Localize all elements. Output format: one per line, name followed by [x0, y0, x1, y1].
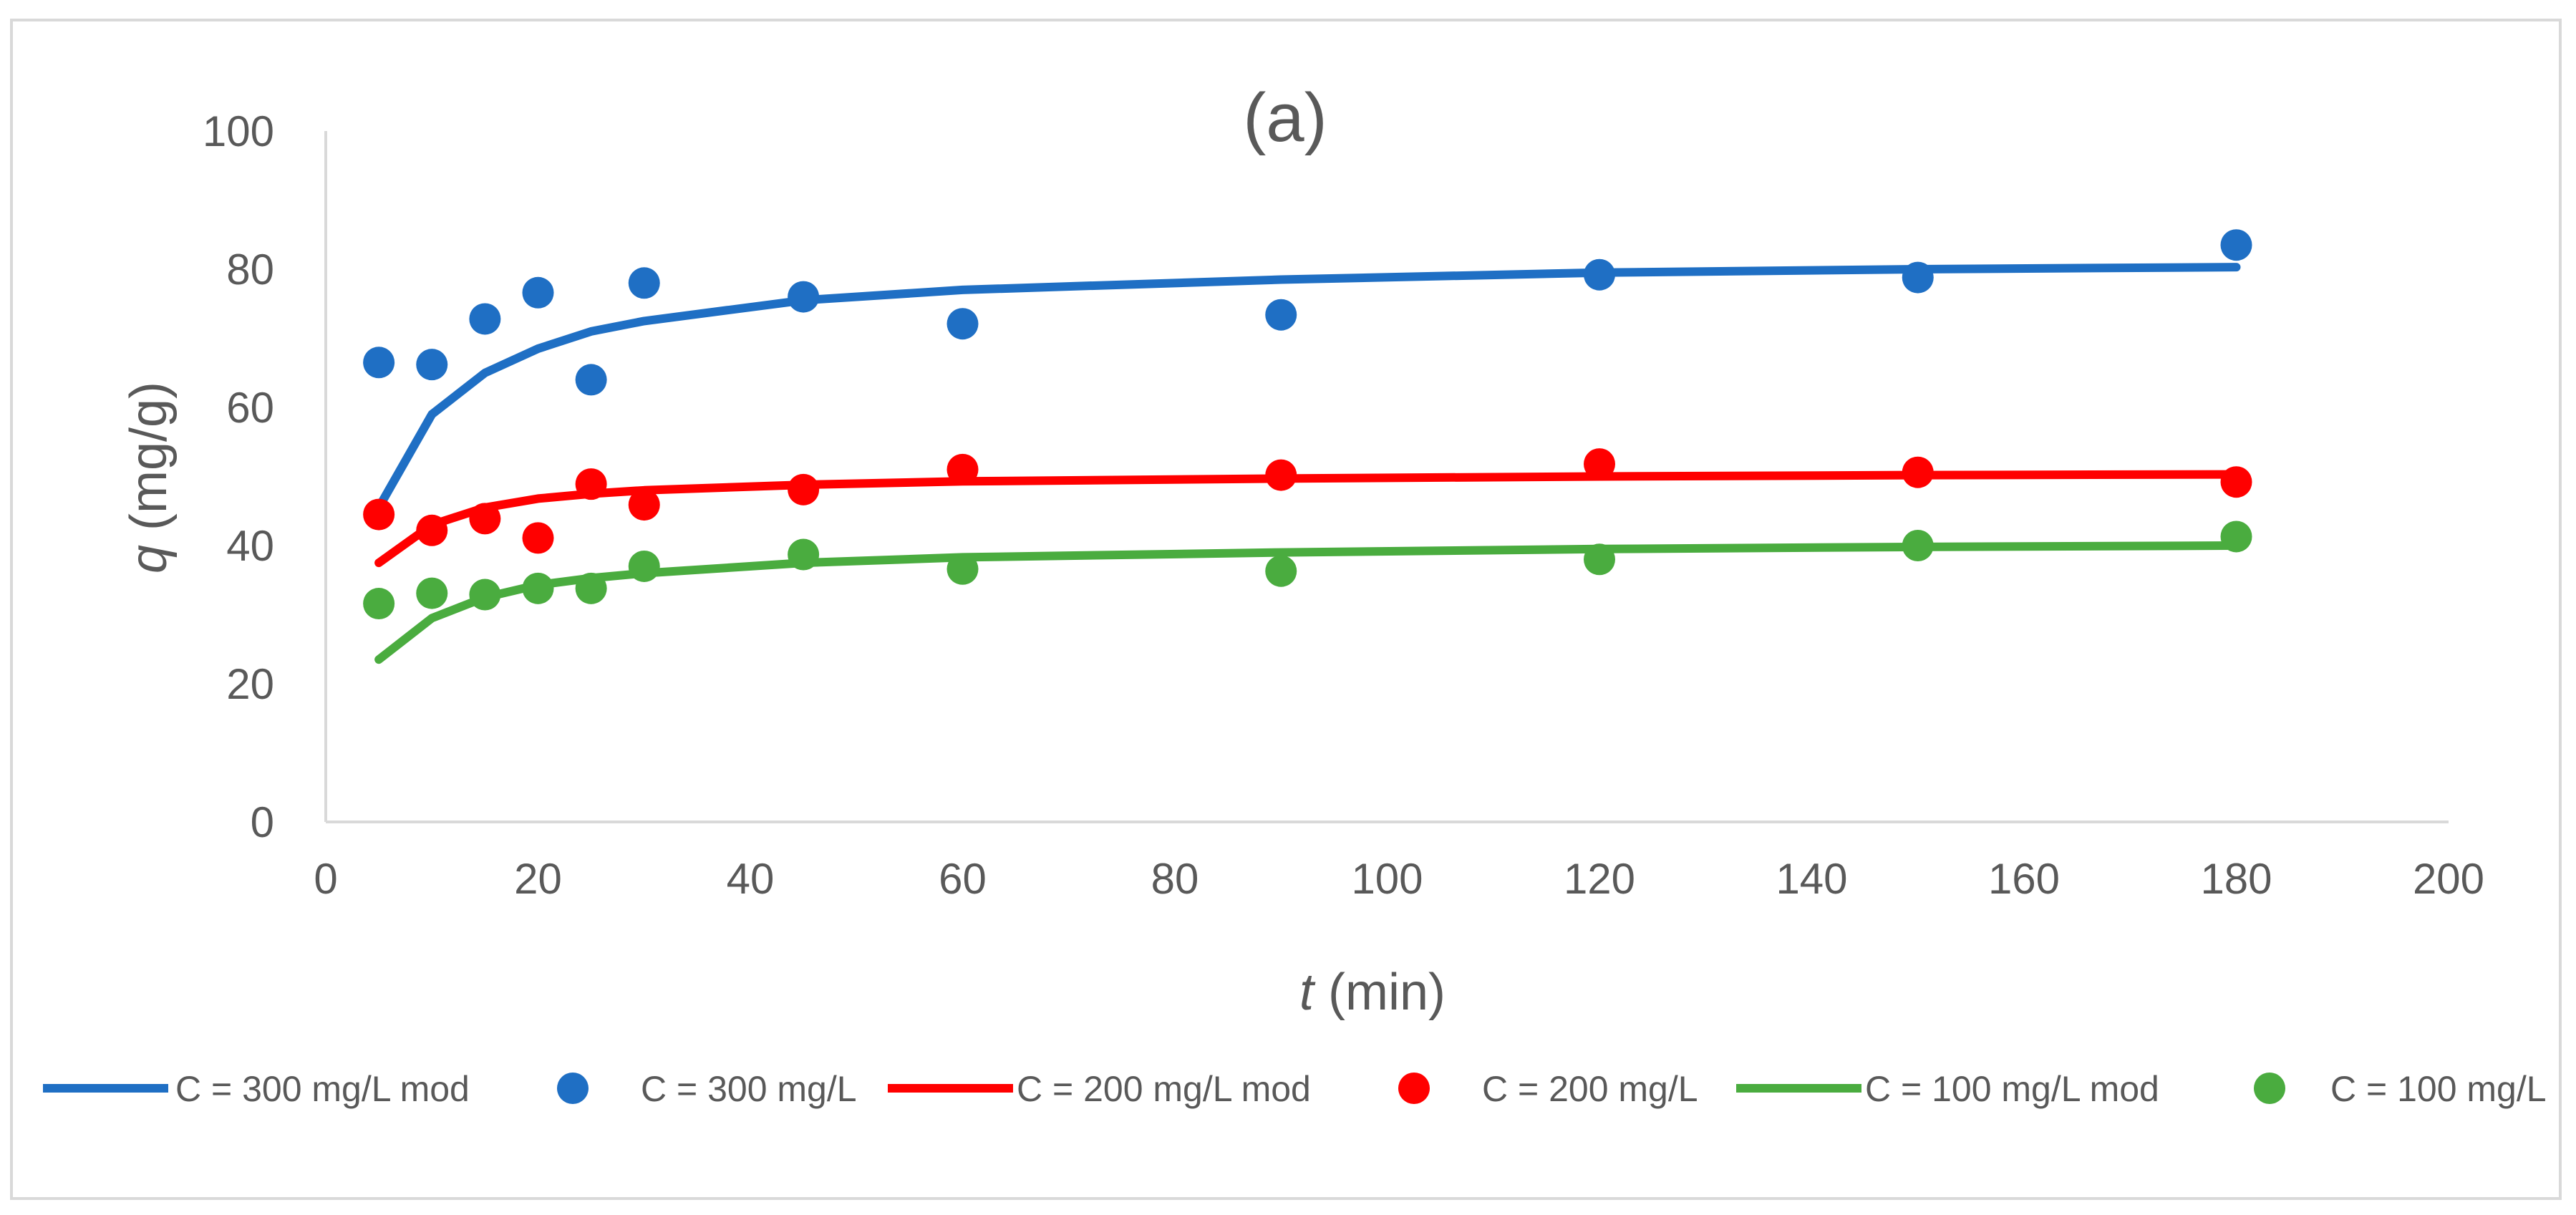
data-point — [1584, 543, 1615, 576]
x-tick-label: 20 — [514, 855, 562, 903]
legend-label: C = 200 mg/L mod — [1017, 1069, 1311, 1109]
data-point — [575, 364, 607, 396]
x-tick-label: 0 — [314, 855, 337, 903]
chart-frame — [10, 19, 2562, 1200]
chart-title: (a) — [1243, 79, 1327, 156]
legend-label: C = 300 mg/L mod — [175, 1069, 470, 1109]
x-tick-label: 180 — [2200, 855, 2272, 903]
data-point — [363, 588, 395, 620]
axes — [324, 131, 2449, 823]
x-tick-label: 160 — [1988, 855, 2060, 903]
data-point — [469, 303, 501, 335]
data-point — [788, 538, 820, 571]
legend-label: C = 300 mg/L — [641, 1069, 857, 1109]
y-tick-label: 40 — [226, 522, 274, 570]
legend-label: C = 100 mg/L mod — [1865, 1069, 2159, 1109]
data-point — [1902, 261, 1934, 294]
y-tick-label: 60 — [226, 384, 274, 432]
data-point — [2220, 521, 2252, 553]
data-point — [363, 498, 395, 531]
tick-labels: 0 20 40 60 80 100 120 140 160 180 200 0 20 40 60 80 100 — [203, 107, 2484, 903]
data-point — [1902, 456, 1934, 488]
data-point — [946, 308, 979, 340]
data-point — [522, 572, 554, 604]
x-tick-label: 80 — [1151, 855, 1199, 903]
y-axis-label-unit: (mg/g) — [120, 382, 178, 545]
data-point — [628, 550, 660, 582]
data-point — [1584, 448, 1615, 480]
series-points — [363, 229, 2252, 620]
data-point — [1265, 555, 1297, 587]
data-point — [1902, 530, 1934, 561]
x-axis-label: t (min) — [1299, 964, 1446, 1021]
data-point — [1584, 258, 1615, 291]
data-point — [2220, 229, 2252, 261]
data-point — [2220, 466, 2252, 498]
data-point — [788, 281, 820, 313]
data-point — [416, 349, 448, 381]
data-point — [1265, 459, 1297, 491]
data-point — [628, 489, 660, 521]
data-point — [575, 572, 607, 604]
y-tick-label: 20 — [226, 660, 274, 708]
legend-label: C = 200 mg/L — [1482, 1069, 1698, 1109]
y-tick-label: 0 — [251, 798, 274, 846]
legend-point-marker — [2254, 1073, 2285, 1104]
data-point — [522, 522, 554, 554]
y-tick-label: 80 — [226, 246, 274, 294]
x-tick-label: 120 — [1564, 855, 1635, 903]
x-tick-label: 100 — [1351, 855, 1423, 903]
legend-label: C = 100 mg/L — [2330, 1069, 2547, 1109]
x-tick-label: 140 — [1776, 855, 1847, 903]
data-point — [946, 553, 979, 585]
data-point — [469, 503, 501, 535]
x-tick-label: 200 — [2413, 855, 2484, 903]
data-point — [788, 473, 820, 505]
series-line-0 — [374, 263, 2241, 512]
data-point — [1265, 299, 1297, 331]
data-point — [628, 267, 660, 299]
x-tick-label: 60 — [939, 855, 987, 903]
data-point — [575, 468, 607, 500]
data-point — [522, 276, 554, 309]
data-point — [416, 577, 448, 609]
y-tick-label: 100 — [203, 107, 274, 155]
data-point — [416, 514, 448, 546]
x-axis-label-unit: (min) — [1314, 964, 1446, 1021]
data-point — [469, 579, 501, 611]
y-axis-label-italic: q — [120, 545, 178, 573]
y-axis-label: q (mg/g) — [120, 382, 178, 573]
series-lines — [374, 263, 2241, 664]
legend: C = 300 mg/L mod C = 300 mg/L C = 200 mg/L… — [43, 1069, 2547, 1109]
legend-point-marker — [1398, 1073, 1430, 1104]
x-tick-label: 40 — [727, 855, 775, 903]
legend-point-marker — [557, 1073, 589, 1104]
data-point — [363, 347, 395, 379]
data-point — [946, 453, 979, 485]
x-axis-label-italic: t — [1299, 964, 1316, 1021]
